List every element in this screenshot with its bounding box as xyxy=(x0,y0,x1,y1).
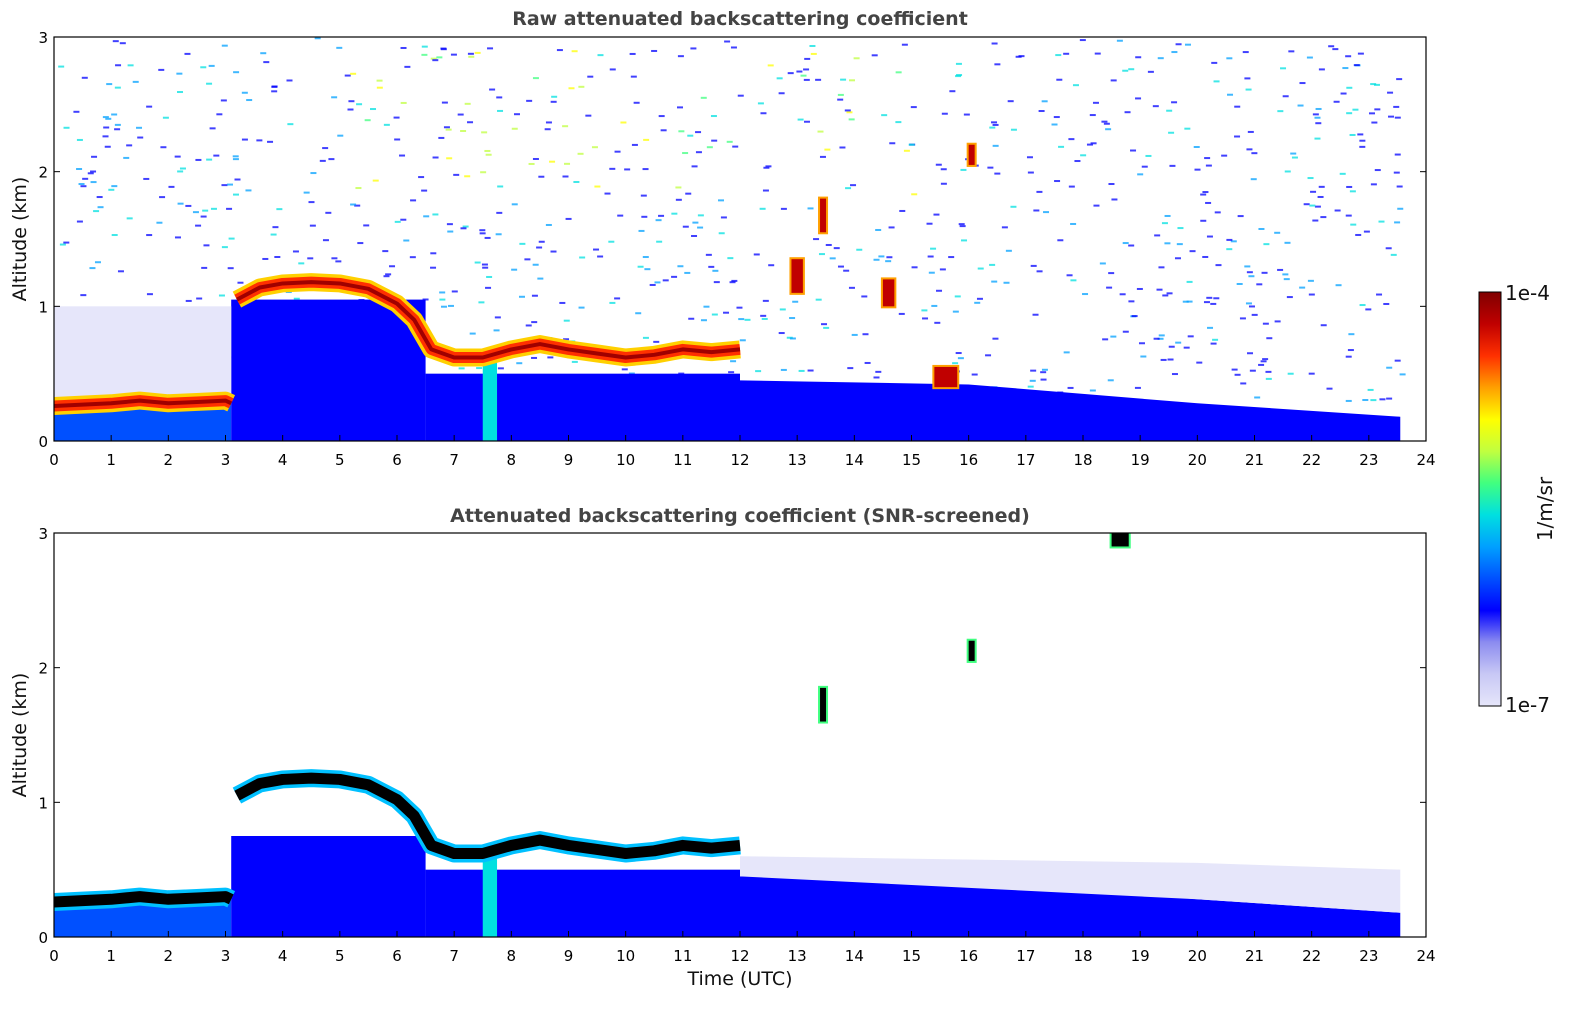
x-tick-label: 10 xyxy=(616,947,635,965)
x-tick-label: 2 xyxy=(164,451,174,469)
x-tick-label: 3 xyxy=(221,947,231,965)
x-tick-label: 17 xyxy=(1016,947,1035,965)
x-tick-label: 11 xyxy=(673,947,692,965)
cloud-patch-6 xyxy=(932,364,960,390)
x-tick-label: 24 xyxy=(1416,451,1435,469)
cloud-patch-4 xyxy=(1109,533,1131,549)
colorbar xyxy=(1478,291,1502,707)
cloud-layer-0 xyxy=(54,887,236,911)
x-tick-label: 11 xyxy=(673,451,692,469)
x-tick-label: 15 xyxy=(902,947,921,965)
x-tick-label: 5 xyxy=(335,947,345,965)
x-tick-label: 8 xyxy=(507,451,517,469)
y-tick-label: 3 xyxy=(38,525,48,543)
x-tick-label: 7 xyxy=(449,451,459,469)
y-tick-label: 2 xyxy=(38,164,48,182)
cloud-patch-2 xyxy=(818,196,829,235)
x-axis-label: Time (UTC) xyxy=(687,968,793,990)
x-tick-label: 7 xyxy=(449,947,459,965)
x-tick-label: 16 xyxy=(959,947,978,965)
x-tick-label: 14 xyxy=(845,451,864,469)
x-tick-label: 8 xyxy=(507,947,517,965)
cloud-patch-4 xyxy=(789,257,805,295)
y-tick-label: 3 xyxy=(38,29,48,47)
x-tick-label: 18 xyxy=(1073,947,1092,965)
x-tick-label: 22 xyxy=(1302,451,1321,469)
x-tick-label: 12 xyxy=(730,947,749,965)
y-tick-label: 1 xyxy=(38,298,48,316)
x-tick-label: 15 xyxy=(902,451,921,469)
y-tick-label: 0 xyxy=(38,929,48,947)
x-tick-label: 0 xyxy=(49,451,59,469)
x-tick-label: 0 xyxy=(49,947,59,965)
colorbar-min-label: 1e-7 xyxy=(1505,693,1550,717)
chart-title-top: Raw attenuated backscattering coefficien… xyxy=(512,8,968,30)
x-tick-label: 17 xyxy=(1016,451,1035,469)
x-tick-label: 1 xyxy=(106,947,116,965)
x-tick-label: 13 xyxy=(788,451,807,469)
x-tick-label: 14 xyxy=(845,947,864,965)
colorbar-unit-label: 1/m/sr xyxy=(1533,476,1557,542)
x-tick-label: 10 xyxy=(616,451,635,469)
x-tick-label: 20 xyxy=(1188,947,1207,965)
x-tick-label: 21 xyxy=(1245,451,1264,469)
x-tick-label: 24 xyxy=(1416,947,1435,965)
x-tick-label: 18 xyxy=(1073,451,1092,469)
plot-area-raw xyxy=(54,37,1406,441)
y-tick-label: 0 xyxy=(38,433,48,451)
x-tick-label: 23 xyxy=(1359,947,1378,965)
cloud-layer-1 xyxy=(232,273,741,367)
cloud-patch-2 xyxy=(818,685,829,724)
x-tick-label: 9 xyxy=(564,451,574,469)
plot-area-screened xyxy=(54,533,1401,937)
x-tick-label: 1 xyxy=(106,451,116,469)
x-tick-label: 9 xyxy=(564,947,574,965)
x-tick-label: 19 xyxy=(1131,451,1150,469)
y-tick-label: 1 xyxy=(38,794,48,812)
x-tick-label: 13 xyxy=(788,947,807,965)
cloud-layer-1 xyxy=(232,769,741,863)
x-tick-label: 20 xyxy=(1188,451,1207,469)
x-tick-label: 12 xyxy=(730,451,749,469)
x-tick-label: 22 xyxy=(1302,947,1321,965)
colorbar-max-label: 1e-4 xyxy=(1505,281,1550,305)
x-tick-label: 6 xyxy=(392,947,402,965)
x-tick-label: 19 xyxy=(1131,947,1150,965)
chart-title-bottom: Attenuated backscattering coefficient (S… xyxy=(450,505,1030,527)
cloud-patch-3 xyxy=(966,638,977,663)
x-tick-label: 16 xyxy=(959,451,978,469)
y-tick-label: 2 xyxy=(38,660,48,678)
x-tick-label: 4 xyxy=(278,451,288,469)
x-tick-label: 3 xyxy=(221,451,231,469)
x-tick-label: 23 xyxy=(1359,451,1378,469)
cloud-patch-5 xyxy=(880,277,897,309)
x-tick-label: 21 xyxy=(1245,947,1264,965)
x-tick-label: 2 xyxy=(164,947,174,965)
cloud-patch-3 xyxy=(966,142,977,167)
boundary-layer xyxy=(54,299,1401,441)
x-tick-label: 6 xyxy=(392,451,402,469)
cloud-layer-0 xyxy=(54,391,236,415)
x-tick-label: 5 xyxy=(335,451,345,469)
x-tick-label: 4 xyxy=(278,947,288,965)
